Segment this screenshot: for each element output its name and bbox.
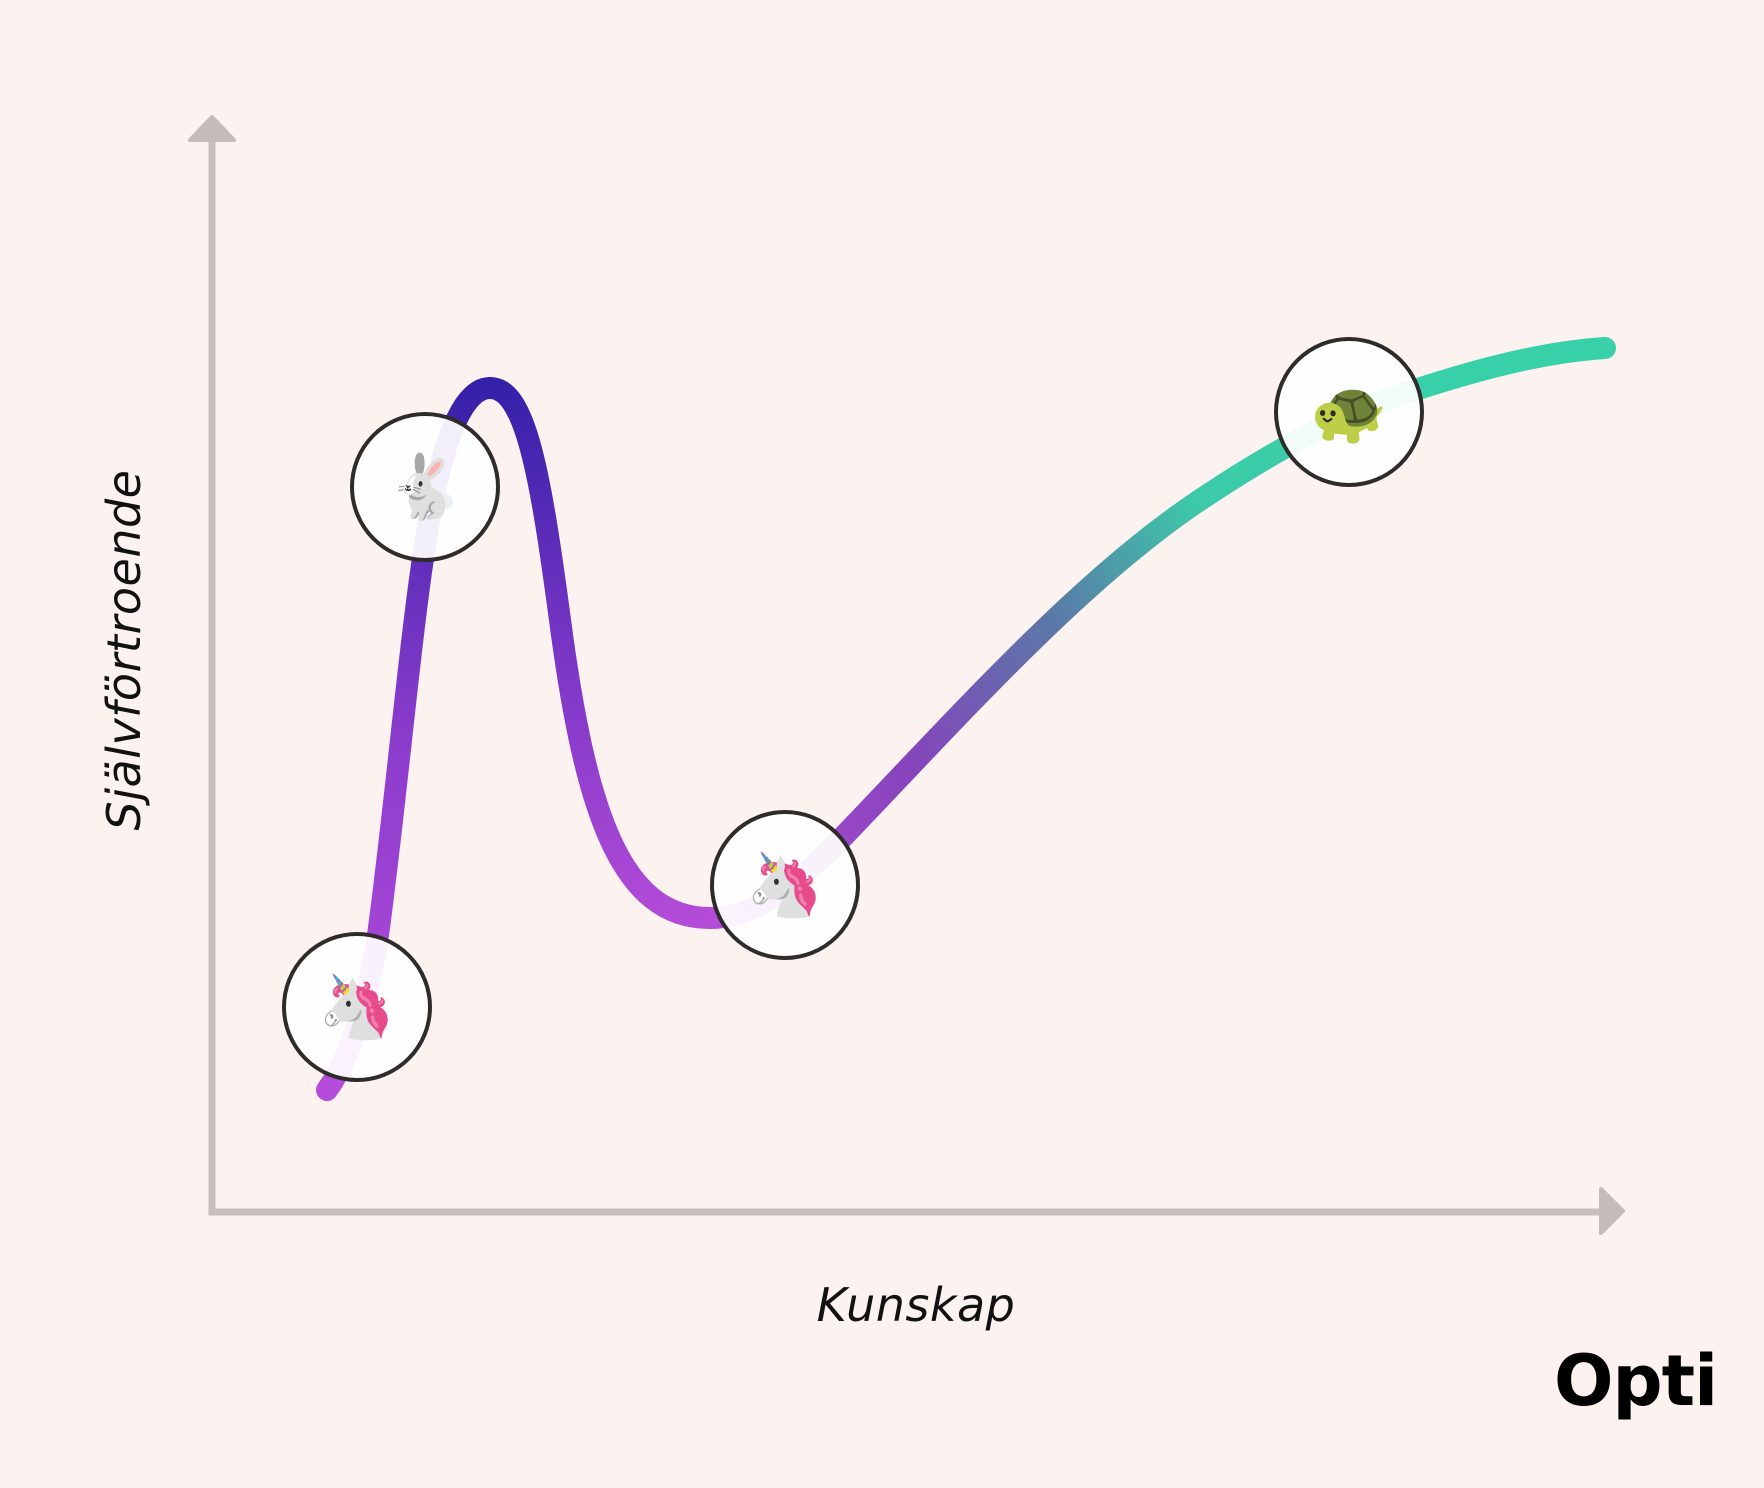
confidence-curve: [316, 337, 1616, 1101]
brand-logo: Opti: [1554, 1340, 1718, 1422]
y-axis-label: Självförtroende: [97, 469, 151, 831]
x-axis-label: Kunskap: [816, 1278, 1016, 1332]
marker-rabbit-peak: 🐇: [350, 412, 500, 562]
rabbit-icon: 🐇: [386, 450, 464, 523]
unicorn-icon: 🦄: [318, 970, 396, 1043]
curve-segment-fall: [479, 377, 721, 929]
marker-unicorn-valley: 🦄: [710, 810, 860, 960]
turtle-icon: 🐢: [1310, 375, 1388, 448]
curve-segment-recovery: [699, 337, 1616, 929]
marker-unicorn-start: 🦄: [282, 932, 432, 1082]
unicorn-icon: 🦄: [746, 848, 824, 921]
axes: [188, 115, 1625, 1235]
x-axis-arrow-icon: [1599, 1187, 1625, 1235]
y-axis-arrow-icon: [188, 115, 236, 142]
marker-turtle-plateau: 🐢: [1274, 337, 1424, 487]
